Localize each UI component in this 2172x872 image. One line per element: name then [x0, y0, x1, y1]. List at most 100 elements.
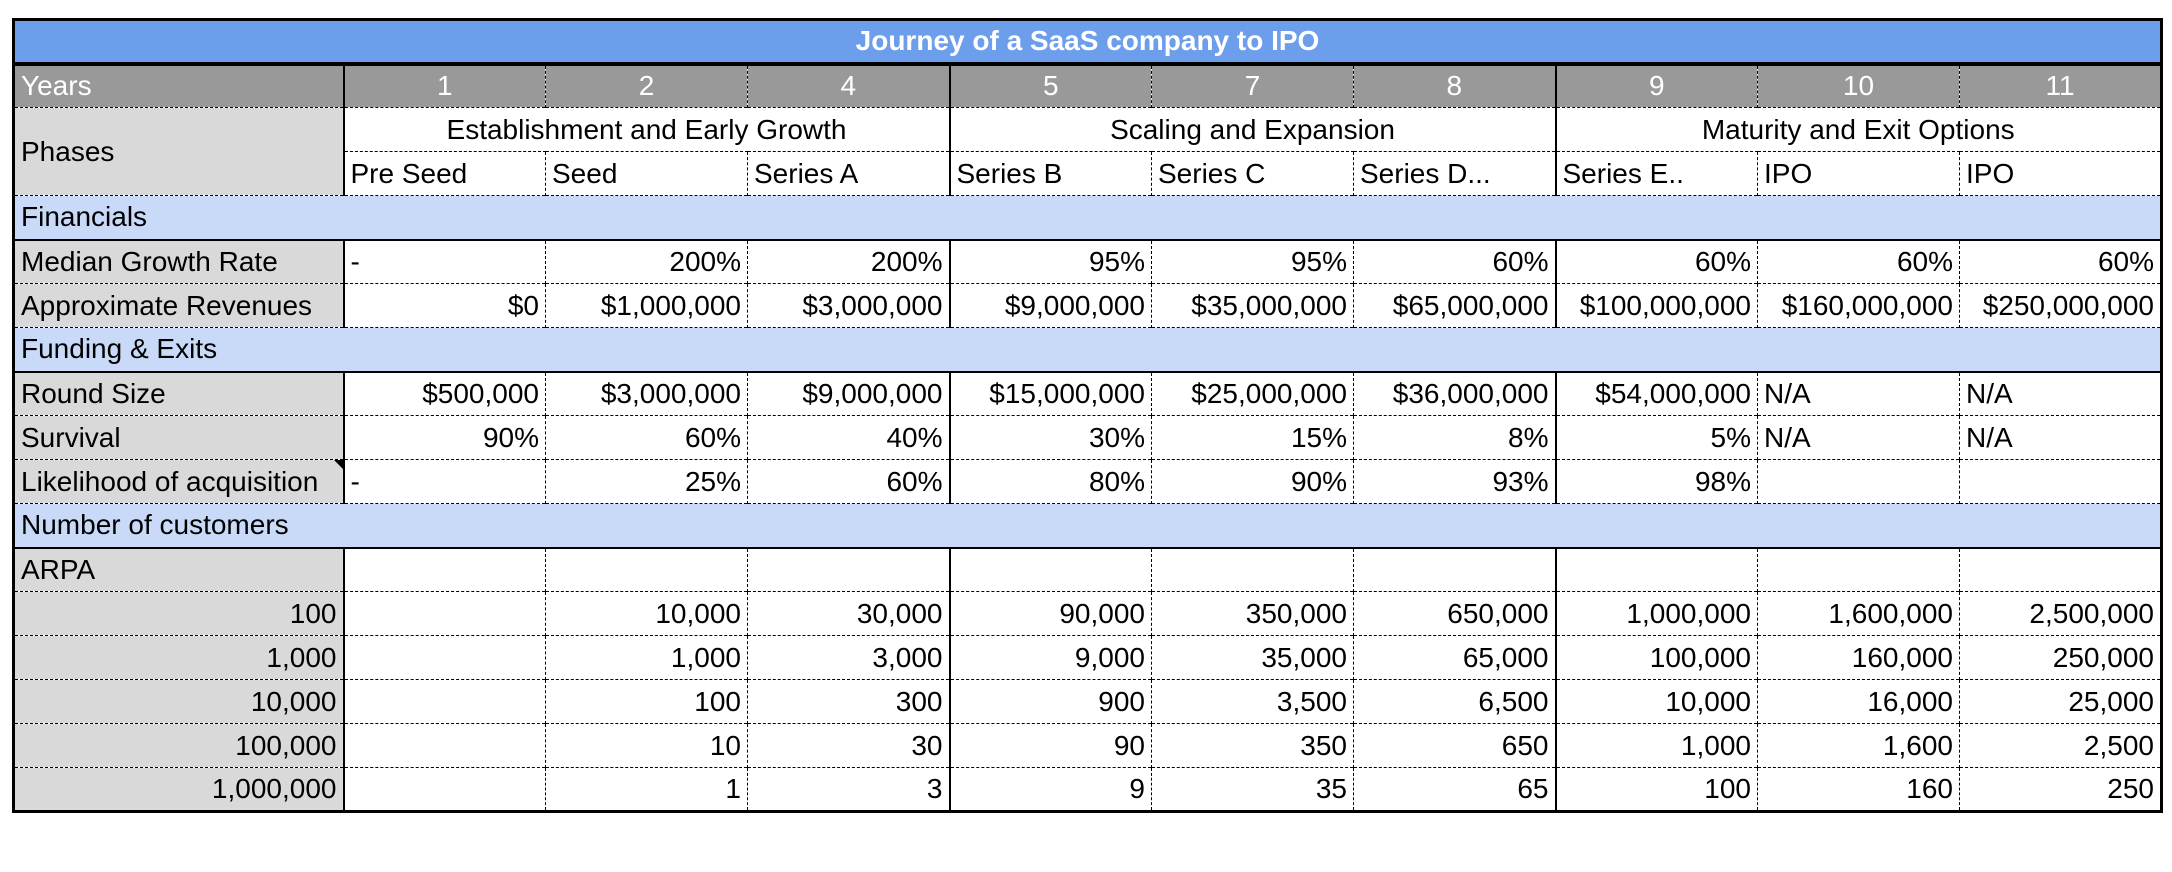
table-cell[interactable]	[1959, 546, 2162, 592]
table-cell[interactable]: 1,600,000	[1757, 591, 1960, 636]
table-cell[interactable]: 1,600	[1757, 723, 1960, 768]
table-cell[interactable]: 300	[747, 679, 950, 724]
table-cell[interactable]: 40%	[747, 415, 950, 460]
table-cell[interactable]: 9	[948, 767, 1152, 812]
table-cell[interactable]: 90%	[343, 415, 546, 460]
stage-cell[interactable]: Pre Seed	[343, 151, 546, 196]
table-cell[interactable]: 90%	[1151, 459, 1354, 504]
year-cell[interactable]: 1	[343, 63, 546, 108]
year-cell[interactable]: 4	[747, 63, 950, 108]
table-cell[interactable]: 6,500	[1353, 679, 1556, 724]
table-cell[interactable]: $100,000,000	[1554, 283, 1758, 328]
table-cell[interactable]: $160,000,000	[1757, 283, 1960, 328]
table-cell[interactable]: $500,000	[343, 370, 546, 416]
phases-label[interactable]: Phases	[13, 107, 345, 196]
year-cell[interactable]: 10	[1757, 63, 1960, 108]
row-label[interactable]: Median Growth Rate	[13, 238, 345, 284]
table-cell[interactable]: 3,500	[1151, 679, 1354, 724]
section-label[interactable]: Number of customers	[13, 503, 2162, 548]
stage-cell[interactable]: Series C	[1151, 151, 1354, 196]
row-label[interactable]: Approximate Revenues	[13, 283, 345, 328]
table-cell[interactable]: N/A	[1757, 415, 1960, 460]
table-cell[interactable]	[948, 546, 1152, 592]
stage-cell[interactable]: Series A	[747, 151, 950, 196]
table-cell[interactable]: 30%	[948, 415, 1152, 460]
table-cell[interactable]: 2,500,000	[1959, 591, 2162, 636]
table-cell[interactable]: 200%	[545, 238, 748, 284]
row-label[interactable]: 10,000	[13, 679, 345, 724]
row-label[interactable]: Likelihood of acquisition	[13, 459, 345, 504]
table-cell[interactable]: 8%	[1353, 415, 1556, 460]
table-cell[interactable]	[343, 723, 546, 768]
table-cell[interactable]	[1353, 546, 1556, 592]
stage-cell[interactable]: Series E..	[1554, 151, 1758, 196]
table-cell[interactable]	[343, 679, 546, 724]
year-cell[interactable]: 8	[1353, 63, 1556, 108]
table-cell[interactable]: $1,000,000	[545, 283, 748, 328]
row-label[interactable]: Survival	[13, 415, 345, 460]
table-cell[interactable]: 60%	[545, 415, 748, 460]
table-cell[interactable]: 60%	[1353, 238, 1556, 284]
phase-group-cell[interactable]: Scaling and Expansion	[948, 107, 1556, 152]
phase-group-cell[interactable]: Maturity and Exit Options	[1554, 107, 2162, 152]
table-cell[interactable]: 650,000	[1353, 591, 1556, 636]
stage-cell[interactable]: IPO	[1757, 151, 1960, 196]
table-cell[interactable]: 5%	[1554, 415, 1758, 460]
table-cell[interactable]: 250	[1959, 767, 2162, 812]
table-cell[interactable]: 90	[948, 723, 1152, 768]
row-label[interactable]: 1,000,000	[13, 767, 345, 812]
table-cell[interactable]: 1,000	[545, 635, 748, 680]
table-cell[interactable]	[545, 546, 748, 592]
table-cell[interactable]: 10,000	[545, 591, 748, 636]
table-cell[interactable]: 3	[747, 767, 950, 812]
row-label[interactable]: 1,000	[13, 635, 345, 680]
table-cell[interactable]: 160,000	[1757, 635, 1960, 680]
table-cell[interactable]: $54,000,000	[1554, 370, 1758, 416]
table-cell[interactable]: $250,000,000	[1959, 283, 2162, 328]
table-cell[interactable]	[1757, 546, 1960, 592]
table-cell[interactable]	[1757, 459, 1960, 504]
table-cell[interactable]: 60%	[1959, 238, 2162, 284]
table-cell[interactable]: 95%	[948, 238, 1152, 284]
table-cell[interactable]	[1151, 546, 1354, 592]
table-cell[interactable]: $3,000,000	[747, 283, 950, 328]
table-cell[interactable]: 60%	[1757, 238, 1960, 284]
table-cell[interactable]: 80%	[948, 459, 1152, 504]
table-cell[interactable]	[747, 546, 950, 592]
table-cell[interactable]: $35,000,000	[1151, 283, 1354, 328]
stage-cell[interactable]: IPO	[1959, 151, 2162, 196]
table-cell[interactable]: -	[343, 238, 546, 284]
year-cell[interactable]: 5	[948, 63, 1152, 108]
table-cell[interactable]: 10	[545, 723, 748, 768]
table-cell[interactable]: 25%	[545, 459, 748, 504]
table-cell[interactable]: $36,000,000	[1353, 370, 1556, 416]
table-cell[interactable]: $0	[343, 283, 546, 328]
row-label[interactable]: Round Size	[13, 370, 345, 416]
table-cell[interactable]	[343, 635, 546, 680]
phase-group-cell[interactable]: Establishment and Early Growth	[343, 107, 950, 152]
table-cell[interactable]: 1,000	[1554, 723, 1758, 768]
table-cell[interactable]: $9,000,000	[747, 370, 950, 416]
table-cell[interactable]: N/A	[1757, 370, 1960, 416]
table-cell[interactable]: 25,000	[1959, 679, 2162, 724]
table-cell[interactable]: 16,000	[1757, 679, 1960, 724]
table-cell[interactable]: 3,000	[747, 635, 950, 680]
table-cell[interactable]: 250,000	[1959, 635, 2162, 680]
table-cell[interactable]: 200%	[747, 238, 950, 284]
table-cell[interactable]: -	[343, 459, 546, 504]
table-cell[interactable]: 350,000	[1151, 591, 1354, 636]
years-label[interactable]: Years	[13, 63, 345, 108]
table-cell[interactable]: 350	[1151, 723, 1354, 768]
table-cell[interactable]: 95%	[1151, 238, 1354, 284]
row-label[interactable]: 100,000	[13, 723, 345, 768]
table-cell[interactable]: 9,000	[948, 635, 1152, 680]
table-cell[interactable]	[343, 546, 546, 592]
table-cell[interactable]: 15%	[1151, 415, 1354, 460]
table-cell[interactable]: 100	[1554, 767, 1758, 812]
table-cell[interactable]: 1	[545, 767, 748, 812]
table-cell[interactable]: 60%	[747, 459, 950, 504]
table-cell[interactable]	[343, 767, 546, 812]
table-cell[interactable]: 1,000,000	[1554, 591, 1758, 636]
table-cell[interactable]: 100	[545, 679, 748, 724]
section-label[interactable]: Financials	[13, 195, 2162, 240]
